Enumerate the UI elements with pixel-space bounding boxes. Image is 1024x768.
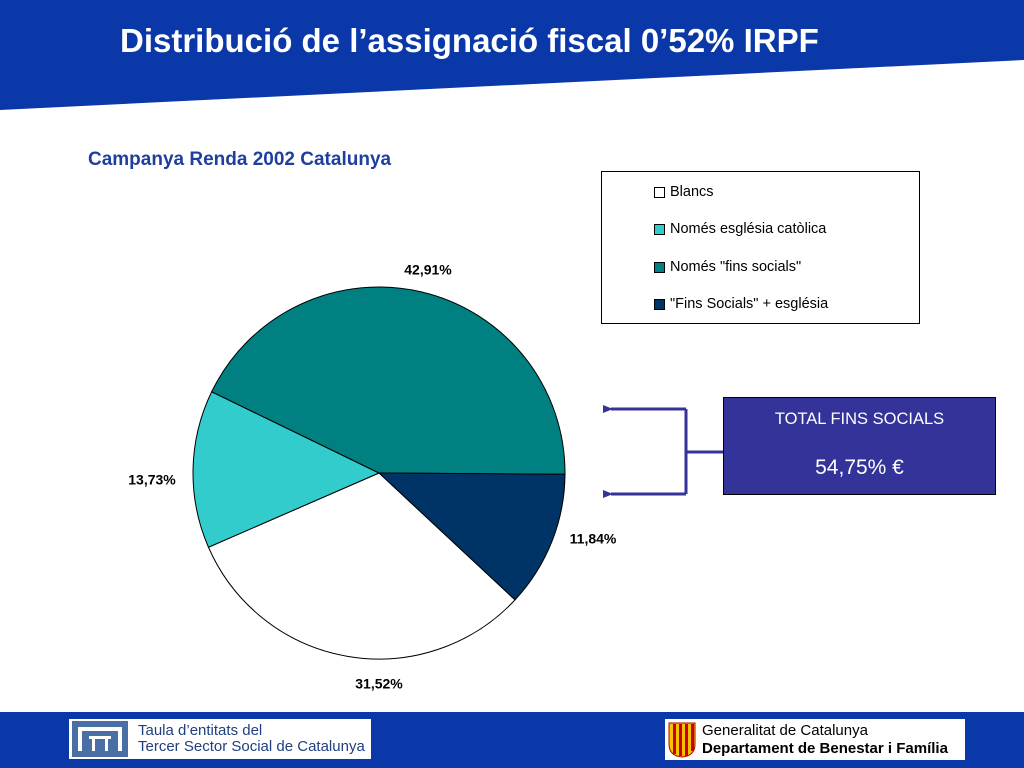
pie-data-label-0: 31,52%: [355, 676, 403, 692]
total-fins-socials-box: TOTAL FINS SOCIALS 54,75% €: [723, 397, 996, 495]
pie-slice-0: [207, 472, 516, 660]
slide-title: Distribució de l’assignació fiscal 0’52%…: [120, 22, 819, 59]
legend-label: Només església catòlica: [670, 221, 827, 237]
pie-slice-1: [192, 391, 381, 548]
legend-item-fins-socials: Només "fins socials": [654, 257, 801, 277]
gencat-text: Generalitat de Catalunya Departament de …: [702, 722, 948, 758]
chart-legend: Blancs Només església catòlica Només "fi…: [601, 171, 920, 324]
legend-swatch-blancs: [654, 186, 665, 198]
taula-logo: Taula d’entitats del Tercer Sector Socia…: [69, 719, 371, 759]
legend-swatch-esglesia: [654, 223, 665, 235]
taula-icon: [72, 721, 128, 757]
gencat-logo: Generalitat de Catalunya Departament de …: [665, 719, 965, 760]
pie-data-label-3: 11,84%: [570, 531, 617, 547]
legend-label: Blancs: [670, 184, 714, 200]
legend-item-fins-socials-esglesia: "Fins Socials" + església: [654, 294, 828, 314]
legend-swatch-fins-socials-esglesia: [654, 298, 665, 310]
total-value: 54,75% €: [815, 456, 904, 479]
pie-data-label-1: 13,73%: [128, 472, 176, 488]
legend-item-esglesia: Només església catòlica: [654, 219, 826, 239]
senyera-shield-icon: [668, 722, 696, 758]
pie-data-label-2: 42,91%: [404, 262, 452, 278]
legend-swatch-fins-socials: [654, 261, 665, 273]
legend-label: "Fins Socials" + església: [670, 296, 829, 312]
chart-title: Campanya Renda 2002 Catalunya: [88, 149, 392, 170]
taula-line2: Tercer Sector Social de Catalunya: [138, 738, 365, 755]
gencat-line1: Generalitat de Catalunya: [702, 721, 868, 739]
legend-item-blancs: Blancs: [654, 182, 714, 202]
taula-line1: Taula d’entitats del: [138, 722, 263, 739]
header-band: [0, 0, 1024, 110]
taula-text: Taula d’entitats del Tercer Sector Socia…: [138, 723, 365, 755]
total-label: TOTAL FINS SOCIALS: [774, 410, 945, 428]
pie-slice-3: [377, 472, 566, 601]
pie-slice-2: [211, 286, 566, 475]
gencat-line2: Departament de Benestar i Família: [702, 739, 948, 757]
footer: Taula d’entitats del Tercer Sector Socia…: [0, 712, 1024, 768]
legend-label: Només "fins socials": [670, 259, 802, 275]
